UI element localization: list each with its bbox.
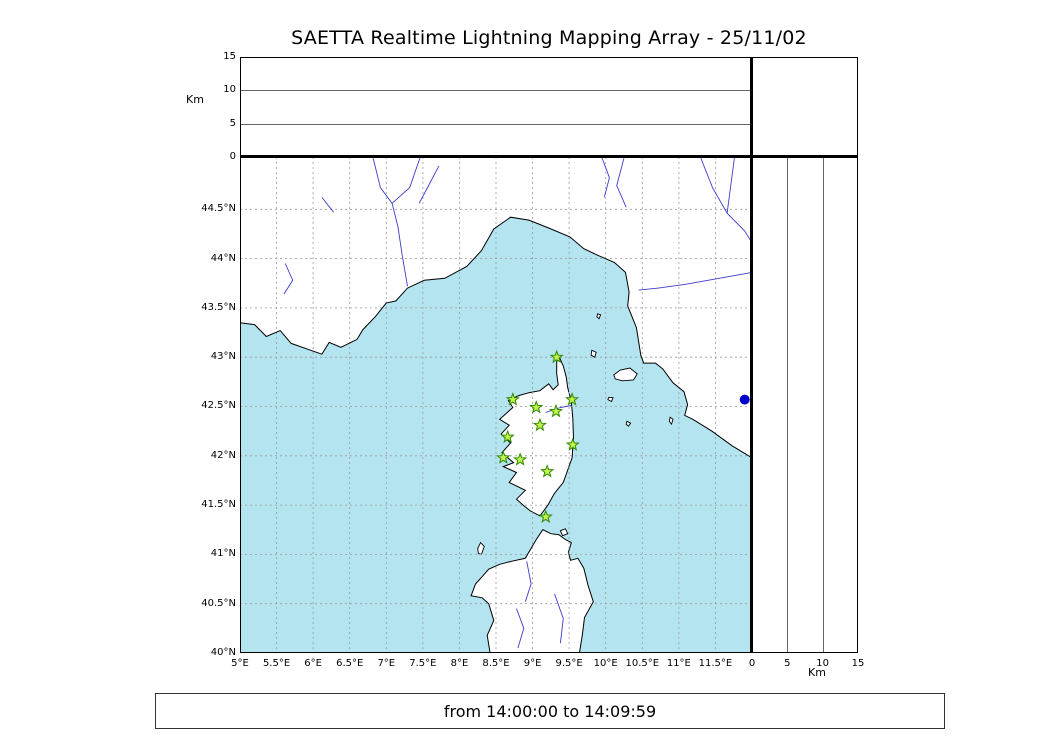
lat-tick-label: 43°N (210, 351, 236, 363)
river (283, 263, 294, 295)
alt-tick-label-top: 0 (229, 151, 236, 162)
lma-station-marker (496, 450, 511, 464)
lat-tick-label: 44°N (210, 252, 236, 264)
mainland-land (240, 157, 752, 458)
river (601, 157, 610, 198)
island (559, 528, 569, 537)
alt-axis-label-top-panel: Km (186, 93, 204, 106)
lat-tick-label: 40°N (210, 647, 236, 658)
map-panel (240, 157, 752, 653)
river (545, 405, 572, 413)
alt-tick-label-top: 15 (223, 51, 236, 62)
lma-station-marker (538, 509, 553, 524)
alt-tick-label-top: 5 (229, 117, 236, 129)
alt-grid-line-right-panel (787, 157, 789, 653)
river (418, 165, 440, 204)
lat-tick-label: 42°N (210, 449, 236, 461)
river (726, 157, 735, 214)
lat-tick-label: 42.5°N (201, 400, 236, 412)
lma-station-marker (564, 392, 580, 406)
lma-station-marker (548, 403, 564, 418)
lat-tick-label: 43.5°N (201, 301, 236, 313)
lon-tick-label: 9.5°E (555, 658, 583, 669)
lon-tick-label: 6.5°E (336, 658, 364, 669)
mainland-coastline (240, 216, 752, 459)
lon-tick-label: 7°E (377, 658, 396, 669)
corsica-land (498, 354, 575, 517)
lon-tick-label: 11.5°E (698, 658, 733, 669)
lma-station-marker (500, 429, 515, 444)
lon-tick-label: 5.5°E (262, 658, 291, 669)
river (516, 608, 525, 649)
lon-tick-label: 9°E (523, 658, 542, 669)
alt-tick-label-right: 15 (851, 658, 865, 669)
river (524, 561, 532, 602)
alt-tick-label-right: 10 (816, 658, 830, 669)
data-point-dot (739, 394, 750, 405)
island (607, 397, 614, 403)
alt-grid-line-top-panel (240, 90, 752, 92)
lma-station-marker (565, 437, 580, 451)
lma-station-marker (505, 392, 520, 406)
lon-tick-label: 7.5°E (409, 658, 437, 669)
island (590, 349, 597, 358)
river (638, 271, 752, 291)
alt-grid-line-right-panel (822, 157, 824, 653)
lma-station-marker (529, 400, 544, 414)
island (477, 541, 485, 555)
alt-tick-label-right: 0 (748, 658, 756, 669)
island (668, 416, 674, 426)
island (613, 367, 638, 382)
island (596, 313, 602, 320)
lon-tick-label: 6°E (304, 658, 322, 669)
river (554, 593, 564, 644)
lon-tick-label: 8°E (450, 658, 469, 669)
time-range-box: from 14:00:00 to 14:09:59 (155, 693, 945, 729)
panel-divider-vertical (750, 57, 753, 653)
alt-grid-line-top-panel (240, 123, 752, 125)
island (625, 420, 632, 427)
river (321, 197, 334, 213)
river (616, 157, 627, 208)
lat-tick-label: 41°N (210, 548, 236, 560)
lma-station-marker (513, 452, 528, 466)
lma-station-marker (540, 464, 555, 478)
alt-tick-label-top: 10 (223, 84, 236, 96)
river (372, 157, 408, 287)
lma-station-marker (532, 417, 547, 432)
lon-tick-label: 10°E (593, 658, 618, 669)
lat-tick-label: 41.5°N (201, 499, 236, 511)
alt-axis-label-right-panel: Km (808, 666, 826, 679)
lat-tick-label: 40.5°N (201, 597, 236, 609)
lon-tick-label: 11°E (666, 658, 691, 669)
lon-tick-label: 10.5°E (625, 658, 660, 669)
lat-tick-label: 44.5°N (201, 203, 236, 215)
lon-tick-label: 8.5°E (482, 658, 510, 669)
river (391, 157, 421, 204)
page-title: SAETTA Realtime Lightning Mapping Array … (291, 27, 807, 49)
time-range-text: from 14:00:00 to 14:09:59 (443, 701, 657, 721)
river (700, 157, 752, 244)
alt-tick-label-right: 5 (784, 658, 791, 669)
lon-tick-label: 5°E (231, 658, 249, 669)
lma-station-marker (549, 349, 564, 364)
panel-divider-horizontal (240, 155, 858, 158)
